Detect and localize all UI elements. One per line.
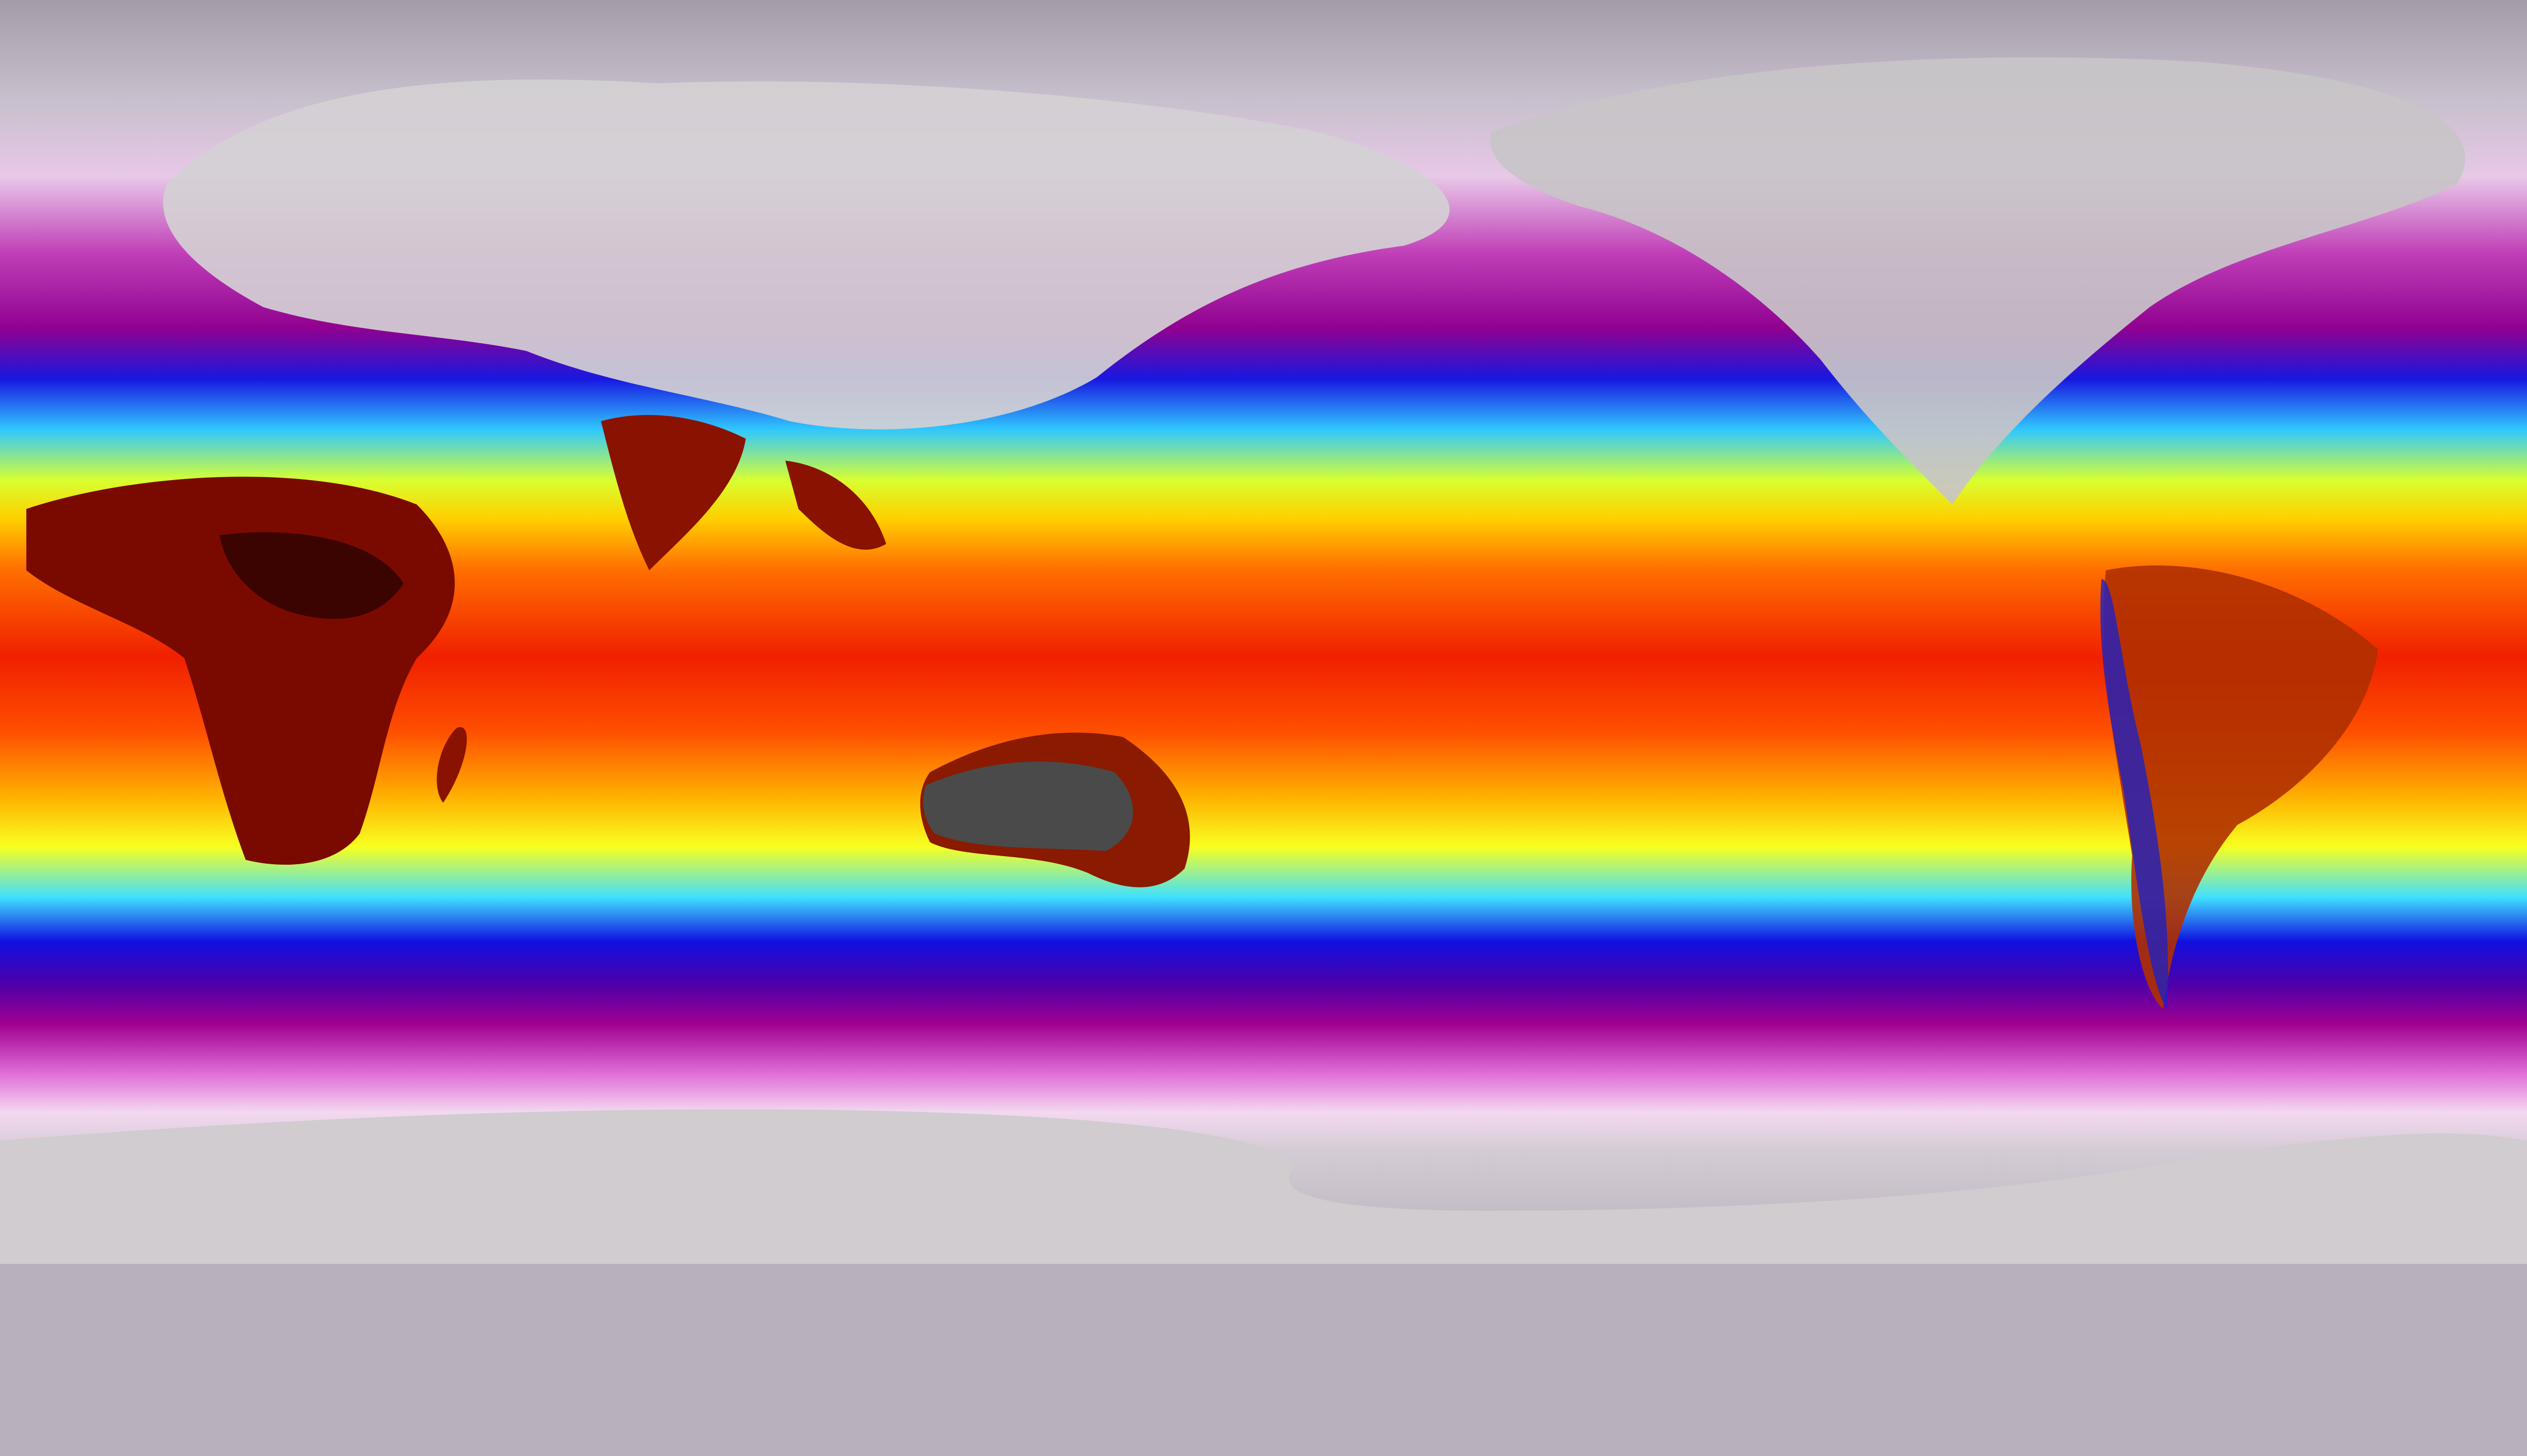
madagascar [437,727,467,803]
india [601,415,746,571]
antarctica [0,1109,2527,1264]
eurasia [163,79,1450,430]
north-america [1490,57,2465,505]
landmasses [0,57,2527,1264]
southeast-asia [785,460,886,550]
australia-interior [923,761,1133,852]
temperature-map [0,0,2527,1264]
andes [2100,579,2168,1009]
south-america [2103,565,2378,1009]
africa-interior [219,532,404,619]
